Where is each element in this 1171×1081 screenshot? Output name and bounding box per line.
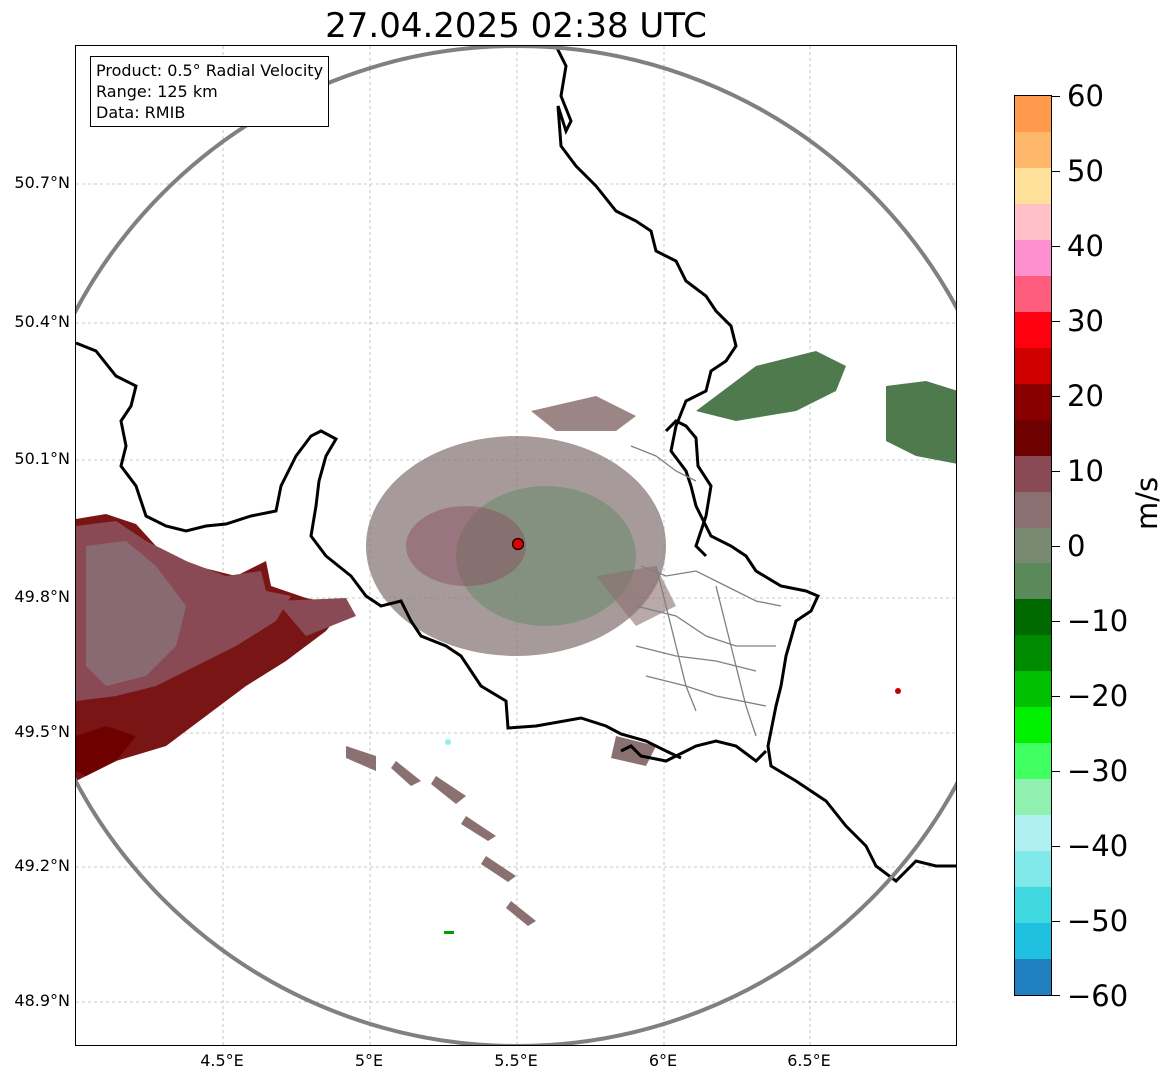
colorbar-segment [1015,239,1051,277]
colorbar-segment [1015,311,1051,349]
colorbar-segment [1015,635,1051,673]
lat-label: 50.1°N [14,449,70,468]
colorbar-tick: 0 [1067,529,1086,563]
lat-label: 50.4°N [14,312,70,331]
lon-label: 5.5°E [494,1051,538,1070]
colorbar-segment [1015,491,1051,529]
colorbar-segment [1015,851,1051,889]
colorbar-tick-mark [1052,846,1060,847]
colorbar-tick-mark [1052,171,1060,172]
colorbar-tick: 10 [1067,454,1104,488]
colorbar-tick-mark [1052,96,1060,97]
info-box: Product: 0.5° Radial Velocity Range: 125… [90,56,330,127]
colorbar-segment [1015,131,1051,169]
colorbar-segment [1015,599,1051,637]
radar-map-panel[interactable]: Product: 0.5° Radial Velocity Range: 125… [75,45,957,1046]
colorbar-segment [1015,671,1051,709]
lat-label: 49.8°N [14,587,70,606]
colorbar-segment [1015,707,1051,745]
colorbar-tick: −40 [1067,829,1129,863]
radar-map[interactable] [76,46,957,1046]
colorbar-tick: 50 [1067,154,1104,188]
colorbar-segment [1015,779,1051,817]
colorbar-segment [1015,923,1051,961]
colorbar-tick: −30 [1067,754,1129,788]
lon-label: 4.5°E [200,1051,244,1070]
colorbar-tick-mark [1052,771,1060,772]
colorbar-segment [1015,419,1051,457]
colorbar-tick-mark [1052,471,1060,472]
colorbar-tick-mark [1052,396,1060,397]
radar-site-marker[interactable] [511,537,525,551]
velocity-echoes [76,351,956,934]
colorbar-segment [1015,167,1051,205]
lon-label: 6°E [648,1051,678,1070]
map-title: 27.04.2025 02:38 UTC [325,6,707,46]
country-borders [76,46,956,883]
colorbar-tick: 20 [1067,379,1104,413]
lat-label: 48.9°N [14,991,70,1010]
colorbar-tick-mark [1052,696,1060,697]
colorbar-segment [1015,383,1051,421]
lon-label: 5°E [354,1051,384,1070]
lat-label: 49.5°N [14,722,70,741]
colorbar [1014,95,1052,996]
colorbar-tick-mark [1052,246,1060,247]
colorbar-segment [1015,455,1051,493]
colorbar-segment [1015,527,1051,565]
colorbar-tick-mark [1052,995,1060,996]
colorbar-tick: 30 [1067,304,1104,338]
colorbar-tick-mark [1052,621,1060,622]
colorbar-tick: 60 [1067,79,1104,113]
colorbar-tick: 40 [1067,229,1104,263]
colorbar-tick-mark [1052,321,1060,322]
province-borders [630,445,782,737]
colorbar-tick: −10 [1067,604,1129,638]
colorbar-tick: −20 [1067,679,1129,713]
info-data: Data: RMIB [96,103,186,122]
lat-label: 49.2°N [14,856,70,875]
colorbar-segment [1015,96,1051,133]
colorbar-segment [1015,959,1051,995]
colorbar-segment [1015,203,1051,241]
colorbar-segment [1015,347,1051,385]
info-range: Range: 125 km [96,82,218,101]
colorbar-tick-mark [1052,921,1060,922]
lat-label: 50.7°N [14,173,70,192]
colorbar-segment [1015,743,1051,781]
colorbar-tick: −50 [1067,904,1129,938]
colorbar-segment [1015,563,1051,601]
colorbar-segment [1015,887,1051,925]
lon-label: 6.5°E [787,1051,831,1070]
colorbar-label: m/s [1130,476,1164,530]
colorbar-segment [1015,275,1051,313]
colorbar-tick: −60 [1067,979,1129,1013]
info-product: Product: 0.5° Radial Velocity [96,61,324,80]
colorbar-tick-mark [1052,546,1060,547]
colorbar-segment [1015,815,1051,853]
